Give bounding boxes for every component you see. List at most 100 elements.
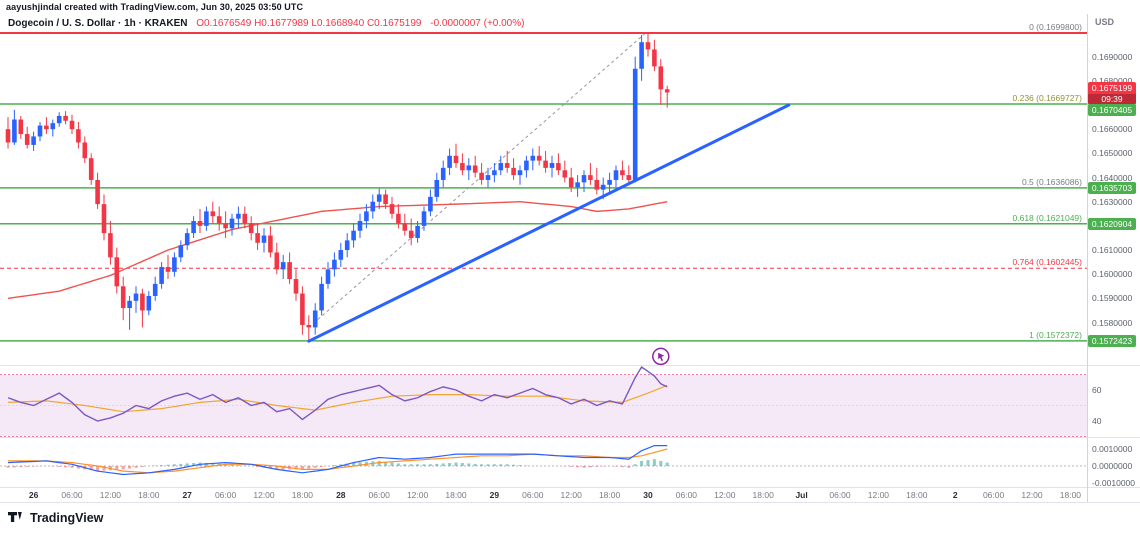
macd-hist-bar xyxy=(12,466,16,468)
candle-body xyxy=(408,230,414,238)
candle-body xyxy=(479,172,484,180)
macd-hist-bar xyxy=(646,460,650,466)
candle-body xyxy=(351,230,356,241)
candle-body xyxy=(133,293,139,301)
candle-body xyxy=(18,119,24,135)
macd-hist-bar xyxy=(70,466,74,468)
candle-body xyxy=(639,42,644,69)
macd-hist-bar xyxy=(224,464,228,466)
macd-hist-bar xyxy=(396,463,400,466)
ma-line xyxy=(7,201,668,300)
candle-body xyxy=(82,142,88,159)
candle-body xyxy=(216,216,222,224)
candle-body xyxy=(178,245,184,258)
rsi-band xyxy=(0,374,1087,437)
candle-body xyxy=(248,223,254,234)
macd-hist-bar xyxy=(505,464,509,466)
macd-hist-bar xyxy=(204,463,208,466)
trendline[interactable] xyxy=(307,103,791,343)
macd-hist-bar xyxy=(441,463,445,466)
candle-body xyxy=(140,293,145,311)
candle-body xyxy=(472,165,478,173)
candle-body xyxy=(504,163,510,168)
candle-body xyxy=(594,179,600,190)
candle-body xyxy=(613,170,619,180)
macd-hist-bar xyxy=(358,462,362,466)
candle-body xyxy=(658,66,664,90)
candle-body xyxy=(447,155,452,168)
candle-body xyxy=(415,225,420,238)
candle-body xyxy=(364,211,369,222)
macd-hist-bar xyxy=(185,463,189,466)
macd-line xyxy=(7,445,668,476)
candle-body xyxy=(607,179,612,185)
macd-hist-bar xyxy=(275,466,279,470)
candle-body xyxy=(517,170,523,176)
candle-body xyxy=(108,233,113,258)
candle-body xyxy=(223,223,228,229)
candle-body xyxy=(24,134,30,145)
macd-hist-bar xyxy=(627,466,631,468)
macd-hist-bar xyxy=(352,462,356,466)
candle-body xyxy=(434,179,440,197)
candle-body xyxy=(274,252,280,270)
macd-hist-bar xyxy=(588,466,592,468)
macd-hist-bar xyxy=(32,466,36,467)
macd-hist-bar xyxy=(256,466,260,467)
candle-body xyxy=(492,170,497,176)
candle-body xyxy=(88,158,94,180)
candle-body xyxy=(127,300,132,309)
macd-histogram xyxy=(6,459,669,472)
candle-body xyxy=(460,163,465,171)
macd-hist-bar xyxy=(448,463,452,466)
candle-body xyxy=(389,204,395,214)
candle-body xyxy=(396,213,401,224)
macd-hist-bar xyxy=(652,459,656,466)
macd-hist-bar xyxy=(89,466,93,471)
macd-hist-bar xyxy=(128,466,132,469)
candle-body xyxy=(581,175,587,183)
macd-hist-bar xyxy=(518,465,522,466)
macd-hist-bar xyxy=(377,460,381,466)
cursor-arrow-glyph xyxy=(658,352,665,362)
macd-hist-bar xyxy=(409,464,413,466)
candle-body xyxy=(204,211,209,226)
candle-body xyxy=(306,324,312,328)
macd-hist-bar xyxy=(268,466,272,469)
macd-hist-bar xyxy=(582,466,586,468)
macd-hist-bar xyxy=(416,464,420,466)
candle-body xyxy=(421,211,427,226)
candle-body xyxy=(530,155,536,161)
candle-body xyxy=(440,167,446,180)
macd-hist-bar xyxy=(403,464,407,466)
macd-hist-bar xyxy=(460,463,464,466)
candle-body xyxy=(319,283,324,311)
guide-dashed-line[interactable] xyxy=(308,33,646,328)
candle-body xyxy=(165,266,171,272)
macd-hist-bar xyxy=(307,466,311,469)
candle-body xyxy=(300,293,305,325)
candle-body xyxy=(172,257,177,272)
candle-body xyxy=(152,283,158,296)
candle-body xyxy=(76,129,81,143)
candle-body xyxy=(50,123,56,130)
candle-body xyxy=(146,295,152,311)
candle-body xyxy=(376,194,382,202)
macd-hist-bar xyxy=(140,466,144,467)
macd-hist-bar xyxy=(172,464,176,466)
macd-hist-bar xyxy=(236,465,240,466)
macd-hist-bar xyxy=(25,466,29,467)
candle-body xyxy=(626,175,632,180)
macd-hist-bar xyxy=(115,466,119,470)
macd-hist-bar xyxy=(160,465,164,466)
candle-body xyxy=(357,221,363,231)
macd-hist-bar xyxy=(300,466,304,470)
macd-hist-bar xyxy=(595,466,599,467)
candle-body xyxy=(280,262,286,270)
candle-body xyxy=(428,196,433,212)
macd-hist-bar xyxy=(467,463,471,466)
macd-hist-bar xyxy=(102,466,106,471)
candle-body xyxy=(210,211,216,217)
candle-body xyxy=(600,184,606,190)
